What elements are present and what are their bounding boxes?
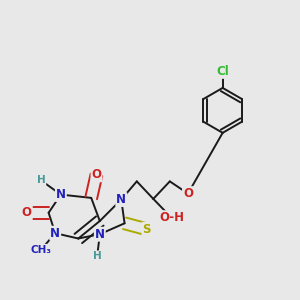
Text: N: N bbox=[50, 227, 60, 240]
Text: N: N bbox=[56, 188, 66, 201]
Text: N: N bbox=[116, 193, 126, 206]
Text: O: O bbox=[92, 168, 101, 181]
Text: H: H bbox=[37, 176, 45, 185]
Text: Cl: Cl bbox=[216, 65, 229, 78]
Text: H: H bbox=[93, 251, 101, 261]
Text: O-H: O-H bbox=[159, 211, 184, 224]
Text: N: N bbox=[95, 228, 105, 241]
Text: S: S bbox=[142, 223, 151, 236]
Text: O: O bbox=[22, 206, 32, 219]
Text: O: O bbox=[183, 187, 193, 200]
Text: CH₃: CH₃ bbox=[31, 245, 52, 255]
